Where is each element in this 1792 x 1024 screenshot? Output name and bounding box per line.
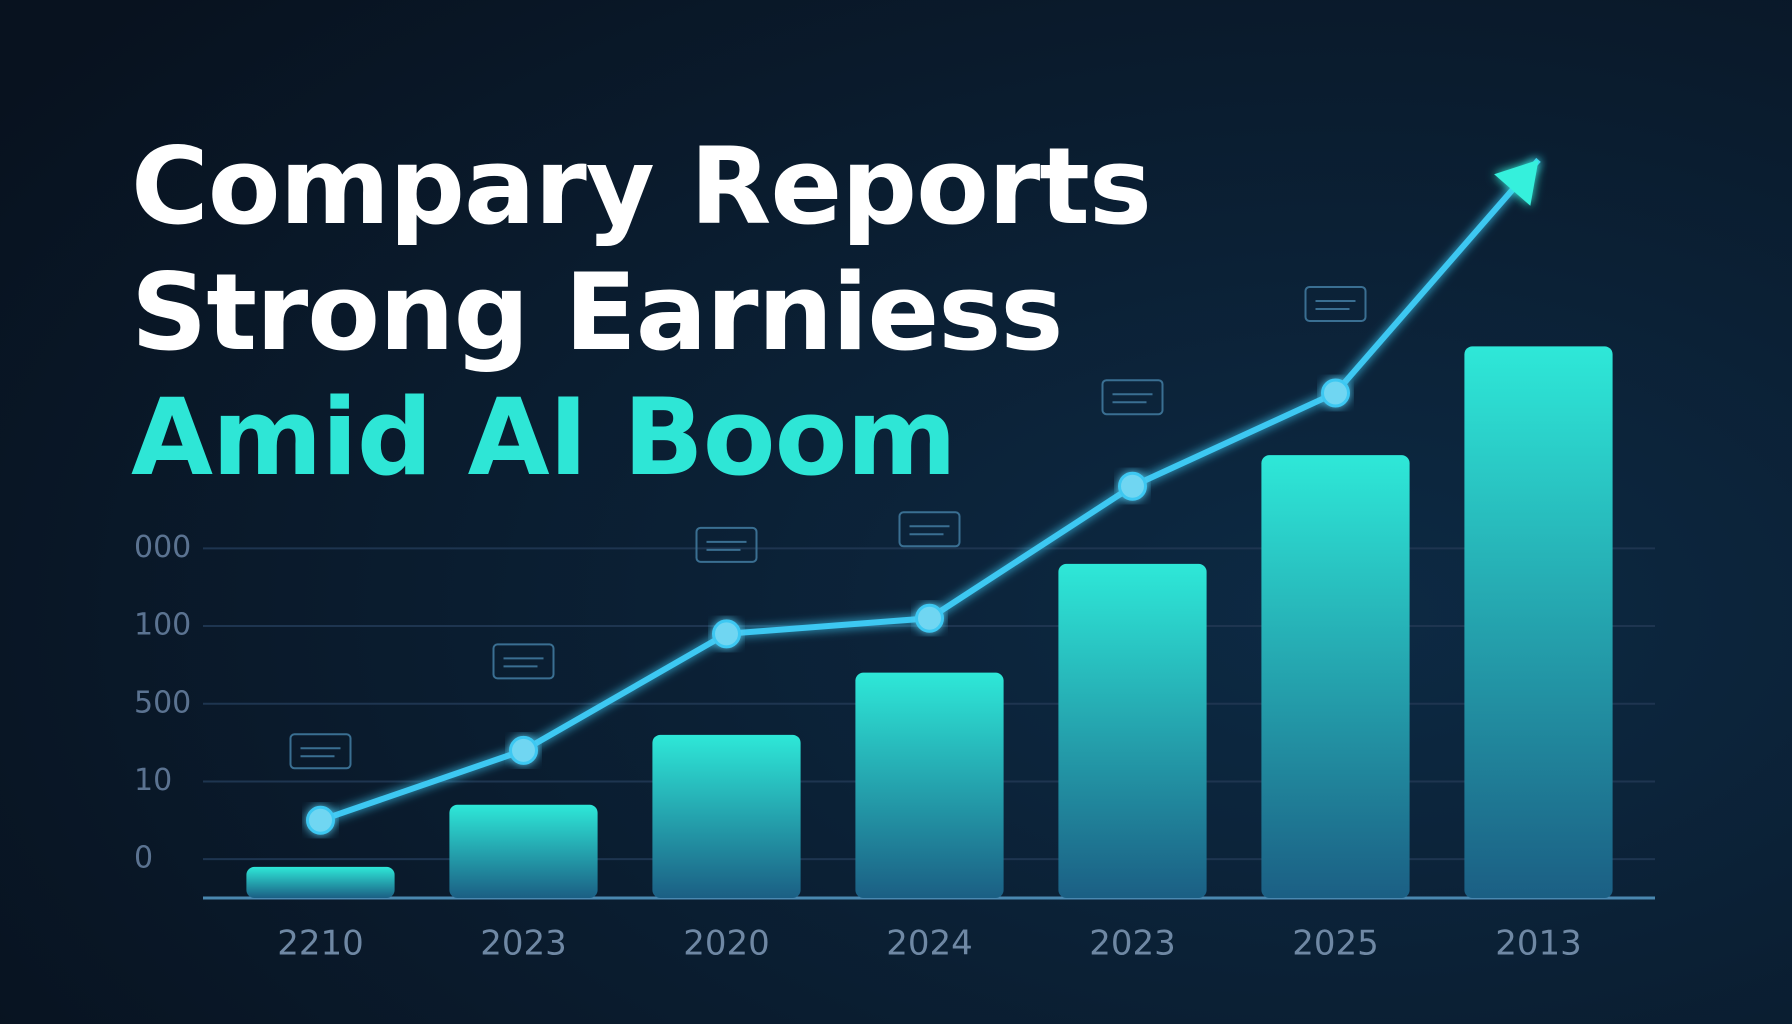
x-tick-label: 2023 xyxy=(1089,924,1176,964)
line-point xyxy=(1118,471,1147,501)
icon xyxy=(695,526,758,563)
x-tick-label: 2025 xyxy=(1292,924,1379,964)
icon xyxy=(1101,379,1164,416)
title-line: Compary Reports xyxy=(131,125,1151,248)
bar xyxy=(1058,563,1207,898)
bar xyxy=(652,734,801,898)
y-tick-label: 500 xyxy=(134,685,191,720)
x-tick-label: 2023 xyxy=(480,924,567,964)
bar xyxy=(1261,455,1410,898)
x-tick-label: 2013 xyxy=(1495,924,1582,964)
x-tick-label: 2024 xyxy=(886,924,973,964)
title-line: Amid AI Boom xyxy=(131,376,956,499)
y-tick-label: 10 xyxy=(134,763,172,798)
icon xyxy=(289,733,352,770)
y-tick-label: 000 xyxy=(134,530,191,565)
line-point xyxy=(915,603,944,633)
bar xyxy=(246,866,395,898)
icon xyxy=(898,511,961,548)
bar xyxy=(449,804,598,898)
bar xyxy=(855,672,1004,898)
icon xyxy=(1304,285,1367,322)
arrow-head xyxy=(1494,159,1539,206)
line-point xyxy=(1321,378,1350,408)
y-tick-label: 100 xyxy=(134,608,191,643)
line-point xyxy=(509,735,538,765)
bar xyxy=(1464,346,1613,899)
line-point xyxy=(712,619,741,649)
x-tick-label: 2020 xyxy=(683,924,770,964)
line-point xyxy=(306,805,335,835)
title-line: Strong Earniess xyxy=(131,251,1062,374)
icon xyxy=(492,643,555,680)
y-tick-label: 0 xyxy=(134,841,153,876)
x-tick-label: 2210 xyxy=(277,924,364,964)
